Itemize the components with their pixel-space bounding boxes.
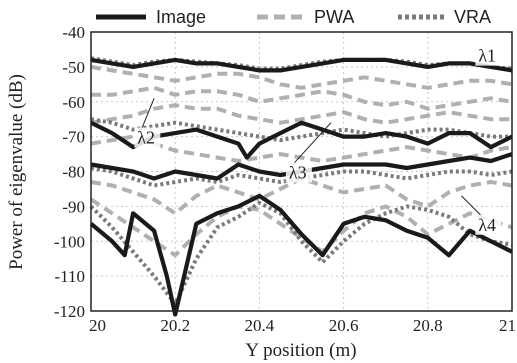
x-tick-label: 20: [89, 316, 106, 335]
series-line-vra-lambda3: [90, 166, 513, 188]
annotation-background: [285, 162, 312, 183]
annotation-background: [475, 45, 502, 66]
y-tick-label: -50: [62, 58, 85, 77]
y-tick-label: -100: [54, 232, 85, 251]
annotation-label: λ1: [478, 46, 496, 66]
annotation-background: [134, 127, 161, 148]
annotation-leader: [461, 195, 483, 218]
y-tick-label: -90: [62, 197, 85, 216]
series-group: [89, 56, 513, 317]
series-line-image-lambda1: [90, 57, 513, 73]
x-tick-label: 20.6: [329, 316, 359, 335]
series-line-vra-lambda2: [90, 117, 512, 143]
y-tick-label: -70: [62, 128, 85, 147]
annotation-label: λ3: [289, 162, 307, 182]
series-line-pwa-lambda2: [91, 85, 513, 111]
series-line-image-lambda4: [89, 193, 513, 317]
series-line-pwa-lambda2: [90, 103, 512, 125]
x-tick-label: 21: [499, 316, 516, 335]
x-tick-label: 20.2: [160, 316, 190, 335]
annotations: λ1 λ2 λ3 λ4: [134, 45, 502, 235]
legend-image-label: Image: [156, 7, 206, 27]
y-tick-label: -40: [62, 23, 85, 42]
y-axis-title: Power of eigenvalue (dB): [6, 74, 27, 270]
y-tick-label: -80: [62, 163, 85, 182]
annotation-background: [475, 214, 502, 235]
y-tick-label: -60: [62, 93, 85, 112]
series-line-image-lambda2: [90, 120, 513, 160]
series-line-pwa-lambda4: [89, 197, 513, 258]
annotation-label: λ2: [137, 128, 155, 148]
legend: Image PWA VRA: [96, 7, 491, 27]
series-line-vra-lambda4: [89, 200, 513, 306]
annotation-leader: [292, 122, 332, 165]
x-tick-label: 20.4: [245, 316, 275, 335]
annotation-label: λ4: [478, 215, 496, 235]
legend-pwa-label: PWA: [314, 7, 354, 27]
y-tick-label: -120: [54, 302, 85, 321]
x-tick-label: 20.8: [413, 316, 443, 335]
series-line-pwa-lambda3: [90, 134, 513, 163]
plot-frame: [90, 31, 513, 312]
series-line-pwa-lambda1: [90, 64, 513, 90]
x-axis-title: Y position (m): [245, 340, 356, 361]
annotation-leader: [140, 98, 155, 130]
y-tick-label: -110: [54, 267, 85, 286]
legend-vra-label: VRA: [454, 7, 491, 27]
